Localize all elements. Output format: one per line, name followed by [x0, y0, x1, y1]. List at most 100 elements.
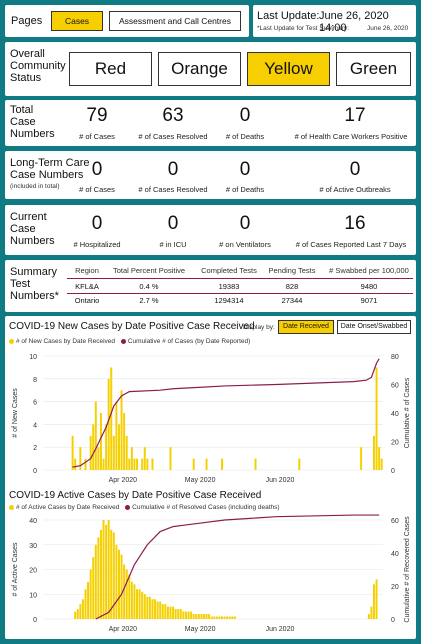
bar [215, 616, 218, 619]
bar [128, 574, 131, 619]
col-percent-positive: Total Percent Positive [112, 266, 186, 275]
total-resolved-caption: # of Cases Resolved [138, 132, 208, 141]
total-deaths-caption: # of Deaths [225, 132, 265, 141]
bar [380, 458, 383, 470]
bar [223, 616, 226, 619]
bar [143, 447, 146, 470]
bar [74, 611, 77, 619]
y2-tick-label: 60 [391, 383, 399, 390]
tab-assessment-centres[interactable]: Assessment and Call Centres [109, 11, 241, 31]
legend-bar-label: # of New Cases by Date Received [16, 338, 115, 345]
bar [94, 544, 97, 619]
bar [208, 614, 211, 619]
chart1-title: COVID-19 New Cases by Date Positive Case… [9, 321, 255, 332]
date-onset-button[interactable]: Date Onset/Swabbed [337, 320, 411, 334]
bar [370, 606, 373, 619]
cell: Ontario [74, 296, 100, 305]
bar [218, 616, 221, 619]
y-tick-label: 6 [33, 400, 37, 407]
total-cases-caption: # of Cases [79, 132, 115, 141]
bar [115, 544, 118, 619]
bar [141, 458, 144, 470]
total-cases-panel: Total Case Numbers 79 63 0 17 # of Cases… [5, 100, 416, 146]
bar [221, 458, 224, 470]
bar [192, 458, 195, 470]
bar [226, 616, 229, 619]
cumulative-line [72, 358, 380, 468]
cell: 27344 [281, 296, 303, 305]
bar [74, 458, 77, 470]
ltc-panel: Long-Term Care Case Numbers (included in… [5, 151, 416, 199]
table-divider [67, 293, 413, 294]
x-tick-label: Apr 2020 [109, 477, 138, 484]
new-cases-chart: 0 2 4 6 8 10 0 20 40 60 80 # of New Cases Cumulative… [12, 354, 411, 484]
y-axis-label: # of New Cases [12, 388, 19, 438]
bar [200, 614, 203, 619]
bar [146, 596, 149, 619]
total-hcw-caption: # of Health Care Workers Positive [294, 132, 408, 141]
cell: 2.7 % [139, 296, 159, 305]
bar [133, 584, 136, 619]
cell: 9480 [360, 282, 378, 291]
bar [117, 549, 120, 619]
bar [151, 599, 154, 619]
bar-legend-dot [9, 338, 14, 344]
y2-axis-label: Cumulative # of Cases [404, 377, 411, 448]
y-tick-label: 40 [29, 518, 37, 525]
current-label: Current Case Numbers [10, 211, 55, 247]
bar [99, 413, 102, 470]
bar [197, 614, 200, 619]
bar [360, 447, 363, 470]
col-swabbed: # Swabbed per 100,000 [329, 266, 409, 275]
status-label-line: Community [10, 60, 66, 72]
bar [92, 557, 95, 619]
tab-cases[interactable]: Cases [51, 11, 103, 31]
legend-bar-label: # of Active Cases by Date Received [16, 504, 120, 511]
bar [110, 367, 113, 470]
y-tick-label: 0 [33, 617, 37, 624]
x-tick-label: Jun 2020 [266, 626, 295, 633]
total-resolved-value: 63 [162, 105, 184, 126]
cell: 19383 [218, 282, 240, 291]
bar [169, 447, 172, 470]
bar [231, 616, 234, 619]
bar [254, 458, 257, 470]
bar [94, 401, 97, 470]
status-label: Overall Community Status [10, 48, 66, 84]
status-label-line: Overall [10, 48, 45, 60]
total-hcw-value: 17 [344, 105, 366, 126]
bar [143, 594, 146, 619]
y2-tick-label: 40 [391, 411, 399, 418]
bar [182, 611, 185, 619]
cell: KFL&A [75, 282, 99, 291]
y-tick-label: 30 [29, 543, 37, 550]
ventilators-caption: # on Ventilators [219, 240, 271, 249]
date-received-button[interactable]: Date Received [278, 320, 334, 334]
last-update-label: Last Update: [257, 10, 320, 22]
ltc-outbreaks-value: 0 [349, 159, 361, 180]
y-axis-label: # of Active Cases [12, 542, 19, 597]
ltc-outbreaks-caption: # of Active Outbreaks [319, 185, 391, 194]
ltc-label-line: Long-Term Care [10, 157, 90, 169]
status-label-line: Status [10, 72, 42, 84]
current-panel: Current Case Numbers 0 0 0 16 # Hospital… [5, 205, 416, 255]
x-tick-label: May 2020 [185, 626, 216, 633]
bar [136, 589, 139, 619]
last7-caption: # of Cases Reported Last 7 Days [295, 240, 407, 249]
status-orange: Orange [158, 52, 241, 86]
bar [378, 447, 381, 470]
bar [99, 529, 102, 619]
status-green: Green [336, 52, 411, 86]
x-tick-label: Apr 2020 [109, 626, 138, 633]
bar [71, 435, 74, 470]
total-deaths-value: 0 [239, 105, 251, 126]
bar [97, 537, 100, 619]
summary-label-line: Test [10, 278, 31, 290]
summary-label-line: Numbers* [10, 290, 59, 302]
pages-label: Pages [11, 15, 43, 27]
ltc-label-line: Case Numbers [10, 169, 84, 181]
bar [166, 606, 169, 619]
last-update-date: June 26, 2020 14:00 [319, 10, 389, 34]
current-label-line: Current [10, 211, 47, 223]
status-yellow: Yellow [247, 52, 330, 86]
